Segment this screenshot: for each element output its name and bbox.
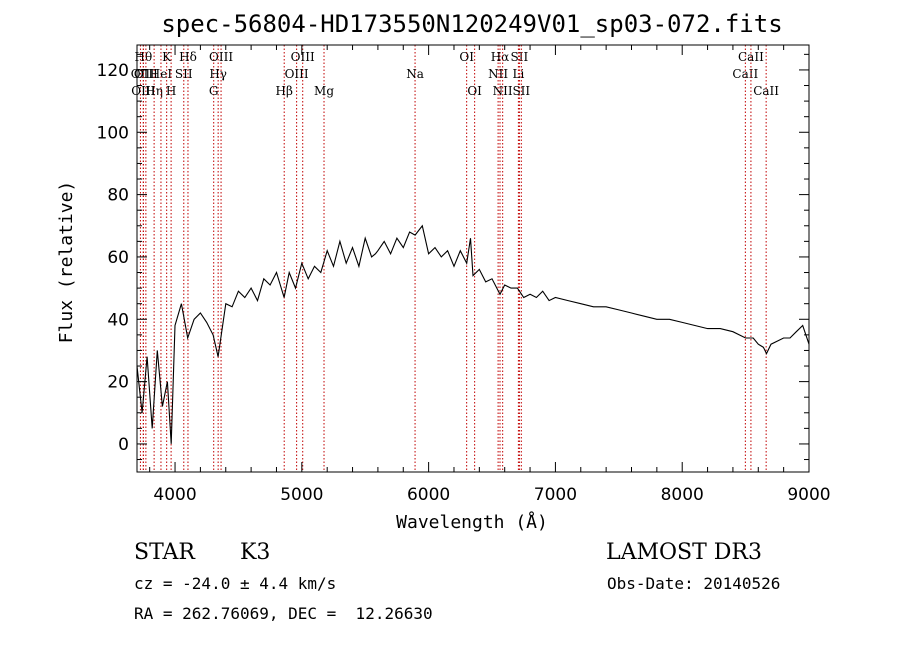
y-axis-label: Flux (relative) — [56, 181, 77, 344]
coordinates: RA = 262.76069, DEC = 12.26630 — [134, 604, 433, 623]
y-tick-label: 120 — [97, 61, 129, 81]
x-tick-label: 5000 — [280, 485, 323, 505]
line-marker-label: OIII — [285, 67, 309, 81]
y-tick-label: 20 — [107, 373, 129, 393]
line-marker-label: Hγ — [209, 67, 227, 81]
line-marker-label: Hβ — [276, 84, 293, 98]
line-marker-label: CaII — [732, 67, 758, 81]
y-tick-label: 80 — [107, 186, 129, 206]
y-tick-label: 100 — [97, 123, 129, 143]
line-marker-label: CaII — [738, 50, 764, 64]
x-tick-label: 6000 — [407, 485, 450, 505]
y-tick-label: 0 — [118, 435, 129, 455]
line-marker-label: SII — [175, 67, 193, 81]
plot-frame — [136, 44, 810, 473]
line-marker-label: Hδ — [179, 50, 197, 64]
y-tick-label: 60 — [107, 248, 129, 268]
line-marker-label: CaII — [753, 84, 779, 98]
chart-title: spec-56804-HD173550N120249V01_sp03-072.f… — [161, 10, 782, 38]
line-marker-label: OI — [467, 84, 482, 98]
line-marker-label: OIII — [134, 67, 158, 81]
x-axis: 4000 5000 6000 7000 8000 9000 — [149, 45, 831, 505]
x-axis-label: Wavelength (Å) — [396, 511, 548, 533]
observation-date: Obs-Date: 20140526 — [607, 574, 781, 593]
x-tick-label: 9000 — [787, 485, 830, 505]
line-marker-label: Hα — [491, 50, 510, 64]
x-tick-label: 8000 — [661, 485, 704, 505]
spectrum-line — [136, 224, 810, 444]
line-marker-label: SII — [512, 84, 530, 98]
line-marker-label: HeI — [150, 67, 173, 81]
line-marker-label: Na — [406, 67, 424, 81]
y-axis: 0 20 40 60 80 100 120 — [97, 53, 809, 461]
line-marker-label: OIII — [209, 50, 233, 64]
spectrum-chart: spec-56804-HD173550N120249V01_sp03-072.f… — [56, 10, 831, 533]
line-marker-label: Li — [512, 67, 524, 81]
survey-name: LAMOST DR3 — [606, 540, 762, 565]
line-marker-label: K — [162, 50, 172, 64]
line-markers: OIIHθOIIIOIIIHηHeIKSIIHHδGOIIIHγHβOIIIOI… — [131, 45, 779, 472]
x-tick-label: 4000 — [153, 485, 196, 505]
object-class: STAR — [134, 540, 195, 565]
object-subclass: K3 — [240, 540, 271, 565]
line-marker-label: OIII — [291, 50, 315, 64]
line-marker-label: OI — [459, 50, 474, 64]
line-marker-label: Hη — [145, 84, 163, 98]
x-tick-label: 7000 — [534, 485, 577, 505]
line-marker-label: Mg — [314, 84, 334, 98]
line-marker-label: G — [209, 84, 219, 98]
line-marker-label: NII — [493, 84, 513, 98]
line-marker-label: NII — [488, 67, 508, 81]
line-marker-label: H — [166, 84, 176, 98]
line-marker-label: SII — [511, 50, 529, 64]
redshift-cz: cz = -24.0 ± 4.4 km/s — [134, 574, 337, 593]
y-tick-label: 40 — [107, 310, 129, 330]
